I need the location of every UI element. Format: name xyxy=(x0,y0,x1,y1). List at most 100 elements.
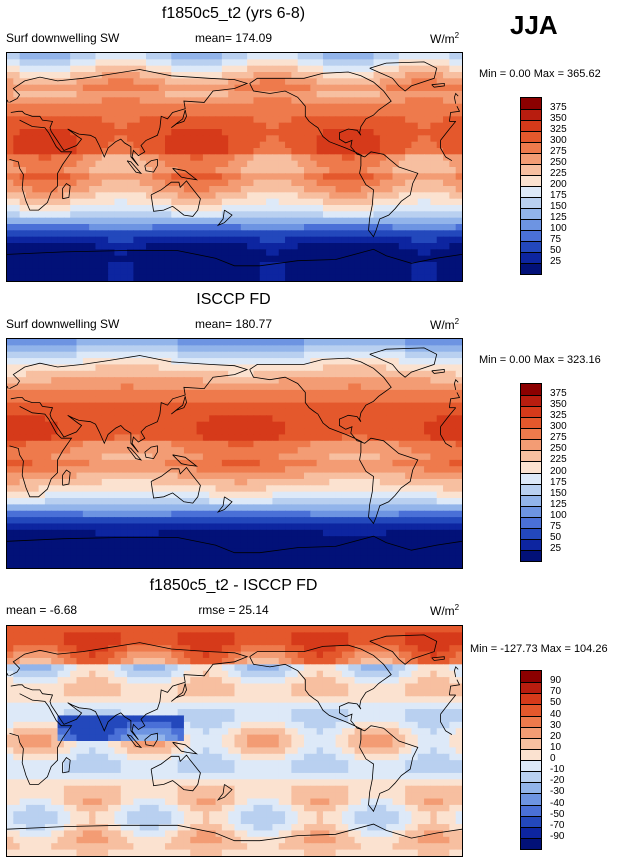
heatmap-cell xyxy=(316,447,324,455)
heatmap-cell xyxy=(329,345,337,353)
heatmap-cell xyxy=(89,510,97,518)
heatmap-cell xyxy=(259,84,267,92)
heatmap-cell xyxy=(7,453,14,461)
heatmap-cell xyxy=(44,434,52,442)
heatmap-cell xyxy=(127,160,134,168)
heatmap-cell xyxy=(108,192,116,200)
heatmap-cell xyxy=(424,453,431,461)
heatmap-cell xyxy=(405,122,413,130)
heatmap-cell xyxy=(405,377,413,385)
heatmap-cell xyxy=(417,408,425,416)
heatmap-cell xyxy=(247,466,255,474)
heatmap-cell xyxy=(278,91,286,98)
heatmap-cell xyxy=(430,466,438,474)
heatmap-cell xyxy=(430,53,438,60)
heatmap-cell xyxy=(82,434,90,442)
heatmap-cell xyxy=(430,447,438,455)
heatmap-cell xyxy=(158,78,166,86)
heatmap-cell xyxy=(76,103,84,111)
heatmap-cell xyxy=(127,459,134,467)
heatmap-cell xyxy=(215,408,223,416)
heatmap-cell xyxy=(57,192,65,200)
heatmap-cell xyxy=(398,91,406,98)
heatmap-cell xyxy=(240,160,248,168)
heatmap-cell xyxy=(57,236,65,244)
heatmap-cell xyxy=(114,510,122,518)
heatmap-cell xyxy=(234,116,242,124)
heatmap-cell xyxy=(297,472,305,480)
heatmap-cell xyxy=(247,160,255,168)
heatmap-cell xyxy=(101,224,109,231)
heatmap-cell xyxy=(348,249,356,257)
heatmap-cell xyxy=(215,440,223,448)
heatmap-cell xyxy=(63,491,71,499)
heatmap-cell xyxy=(32,154,40,162)
heatmap-cell xyxy=(51,78,59,86)
heatmap-cell xyxy=(7,428,14,436)
heatmap-cell xyxy=(386,268,394,276)
heatmap-cell xyxy=(164,542,172,550)
heatmap-cell xyxy=(51,396,59,404)
heatmap-cell xyxy=(209,224,217,231)
heatmap-cell xyxy=(183,339,191,346)
heatmap-cell xyxy=(379,59,387,67)
heatmap-cell xyxy=(38,389,46,397)
heatmap-cell xyxy=(133,370,141,378)
heatmap-cell xyxy=(63,542,71,550)
heatmap-cell xyxy=(373,103,381,111)
heatmap-cell xyxy=(354,351,362,359)
heatmap-cell xyxy=(285,415,292,423)
heatmap-cell xyxy=(158,536,166,544)
heatmap-cell xyxy=(51,402,59,410)
heatmap-cell xyxy=(89,428,97,436)
heatmap-cell xyxy=(164,370,172,378)
heatmap-cell xyxy=(183,135,191,143)
heatmap-cell xyxy=(247,389,255,397)
heatmap-cell xyxy=(316,459,324,467)
heatmap-cell xyxy=(392,211,400,219)
heatmap-cell xyxy=(95,148,103,155)
heatmap-cell xyxy=(202,262,210,269)
heatmap-cell xyxy=(360,249,368,257)
heatmap-cell xyxy=(259,274,267,281)
heatmap-cell xyxy=(127,255,134,263)
heatmap-cell xyxy=(190,179,198,187)
heatmap-cell xyxy=(171,160,179,168)
heatmap-cell xyxy=(38,434,46,442)
heatmap-cell xyxy=(38,345,46,353)
heatmap-cell xyxy=(32,498,40,505)
heatmap-cell xyxy=(398,217,406,225)
heatmap-cell xyxy=(196,402,204,410)
heatmap-cell xyxy=(70,122,78,130)
heatmap-cell xyxy=(392,65,400,73)
heatmap-cell xyxy=(310,447,318,455)
heatmap-cell xyxy=(443,186,450,193)
heatmap-cell xyxy=(430,217,438,225)
heatmap-cell xyxy=(443,523,450,531)
heatmap-cell xyxy=(443,358,450,366)
heatmap-cell xyxy=(360,103,368,111)
heatmap-cell xyxy=(221,510,229,518)
heatmap-cell xyxy=(158,230,166,238)
heatmap-cell xyxy=(202,510,210,518)
heatmap-cell xyxy=(133,186,141,193)
heatmap-cell xyxy=(335,110,343,117)
heatmap-cell xyxy=(297,72,305,79)
heatmap-cell xyxy=(82,224,90,231)
heatmap-cell xyxy=(449,504,457,512)
heatmap-cell xyxy=(386,396,394,404)
heatmap-cell xyxy=(51,186,59,193)
heatmap-cell xyxy=(424,249,431,257)
heatmap-cell xyxy=(297,466,305,474)
heatmap-cell xyxy=(51,339,59,346)
heatmap-cell xyxy=(373,523,381,531)
heatmap-cell xyxy=(304,396,311,404)
heatmap-cell xyxy=(215,453,223,461)
heatmap-cell xyxy=(247,91,255,98)
heatmap-cell xyxy=(253,249,261,257)
heatmap-cell xyxy=(63,97,71,105)
heatmap-cell xyxy=(373,440,381,448)
heatmap-cell xyxy=(196,396,204,404)
heatmap-cell xyxy=(335,434,343,442)
heatmap-cell xyxy=(291,217,299,225)
